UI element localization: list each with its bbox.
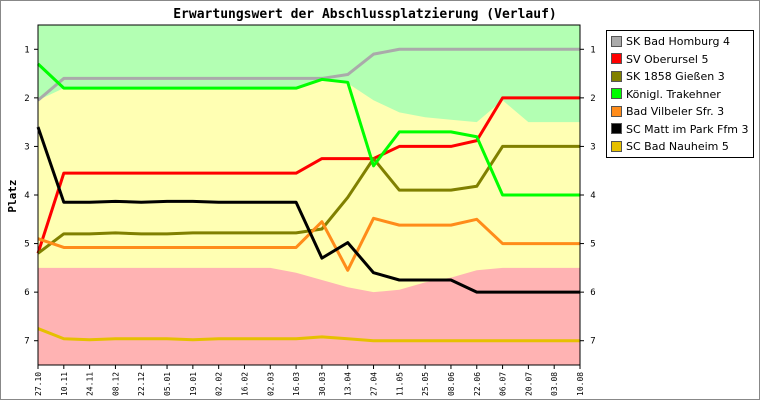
x-tick-label: 02.03: [266, 372, 275, 396]
y-tick-label-right: 5: [590, 240, 595, 250]
x-tick-label: 08.06: [447, 372, 456, 396]
y-tick-label-right: 4: [590, 191, 595, 201]
x-tick-label: 24.11: [86, 372, 95, 396]
series-lines: [36, 47, 580, 343]
y-tick-label-right: 6: [590, 288, 595, 298]
legend: SK Bad Homburg 4 SV Oberursel 5 SK 1858 Gi…: [606, 30, 754, 158]
x-tick-label: 30.03: [318, 372, 327, 396]
legend-swatch: [611, 35, 622, 47]
legend-label: SC Matt im Park Ffm 3: [626, 122, 749, 136]
x-tick-label: 27.10: [34, 372, 43, 396]
y-tick-label-left: 5: [24, 240, 29, 250]
x-tick-label: 20.07: [524, 372, 533, 396]
legend-swatch: [611, 105, 622, 117]
legend-item-7: SC Bad Nauheim 5: [609, 138, 753, 156]
legend-label: Königl. Trakehner: [626, 87, 721, 101]
legend-label: SK 1858 Gießen 3: [626, 70, 725, 83]
y-tick-label-right: 3: [590, 142, 595, 152]
series-line-2: [36, 96, 580, 254]
y-tick-label-right: 7: [590, 337, 595, 347]
legend-label: SV Oberursel 5: [626, 52, 709, 66]
x-tick-label: 10.11: [60, 372, 69, 396]
legend-swatch: [611, 70, 622, 82]
x-tick-label: 08.12: [111, 372, 120, 396]
x-tick-label: 27.04: [370, 372, 379, 396]
x-tick-label: 19.01: [189, 372, 198, 396]
legend-swatch: [611, 123, 622, 134]
series-line-1: [37, 47, 580, 102]
legend-item-1: SK Bad Homburg 4: [609, 33, 753, 51]
y-tick-label-left: 7: [24, 337, 29, 347]
legend-swatch: [611, 53, 622, 64]
y-tick-label-left: 1: [24, 45, 29, 55]
legend-item-4: Königl. Trakehner: [609, 86, 753, 104]
legend-swatch: [611, 88, 622, 99]
x-tick-label: 16.03: [292, 372, 301, 396]
legend-item-6: SC Matt im Park Ffm 3: [609, 121, 753, 139]
x-tick-label: 10.08: [576, 372, 585, 396]
y-tick-label-right: 2: [590, 94, 595, 104]
series-line-6: [36, 126, 580, 294]
legend-item-3: SK 1858 Gießen 3: [609, 68, 753, 86]
x-tick-label: 16.02: [240, 372, 249, 396]
series-line-4: [36, 62, 580, 197]
y-axis-label: Platz: [6, 179, 19, 212]
x-tick-label: 06.07: [499, 372, 508, 396]
axes: 1 1 2 2 3 3 4 4 5 5 6 6 7 7 27.10 10.11 24.11 08.12 22.12 0…: [24, 24, 596, 396]
legend-label: Bad Vilbeler Sfr. 3: [626, 105, 725, 118]
y-tick-label-left: 4: [24, 191, 29, 201]
series-line-5: [37, 216, 580, 272]
x-tick-label: 22.12: [137, 372, 146, 396]
legend-label: SC Bad Nauheim 5: [626, 140, 729, 153]
legend-label: SK Bad Homburg 4: [626, 35, 730, 48]
x-tick-label: 05.01: [163, 372, 172, 396]
series-line-7: [37, 327, 580, 343]
x-tick-label: 13.04: [344, 372, 353, 396]
legend-item-5: Bad Vilbeler Sfr. 3: [609, 103, 753, 121]
x-tick-label: 11.05: [395, 372, 404, 396]
y-tick-label-left: 3: [24, 142, 29, 152]
y-tick-label-right: 1: [590, 45, 595, 55]
x-tick-label: 25.05: [421, 372, 430, 396]
y-tick-label-left: 2: [24, 94, 29, 104]
y-tick-label-left: 6: [24, 288, 29, 298]
x-tick-label: 02.02: [215, 372, 224, 396]
legend-item-2: SV Oberursel 5: [609, 51, 753, 69]
background-zones: [38, 25, 580, 365]
x-tick-label: 03.08: [550, 372, 559, 396]
chart-title: Erwartungswert der Abschlussplatzierung …: [173, 7, 557, 22]
legend-swatch: [611, 140, 622, 152]
x-tick-label: 22.06: [473, 372, 482, 396]
